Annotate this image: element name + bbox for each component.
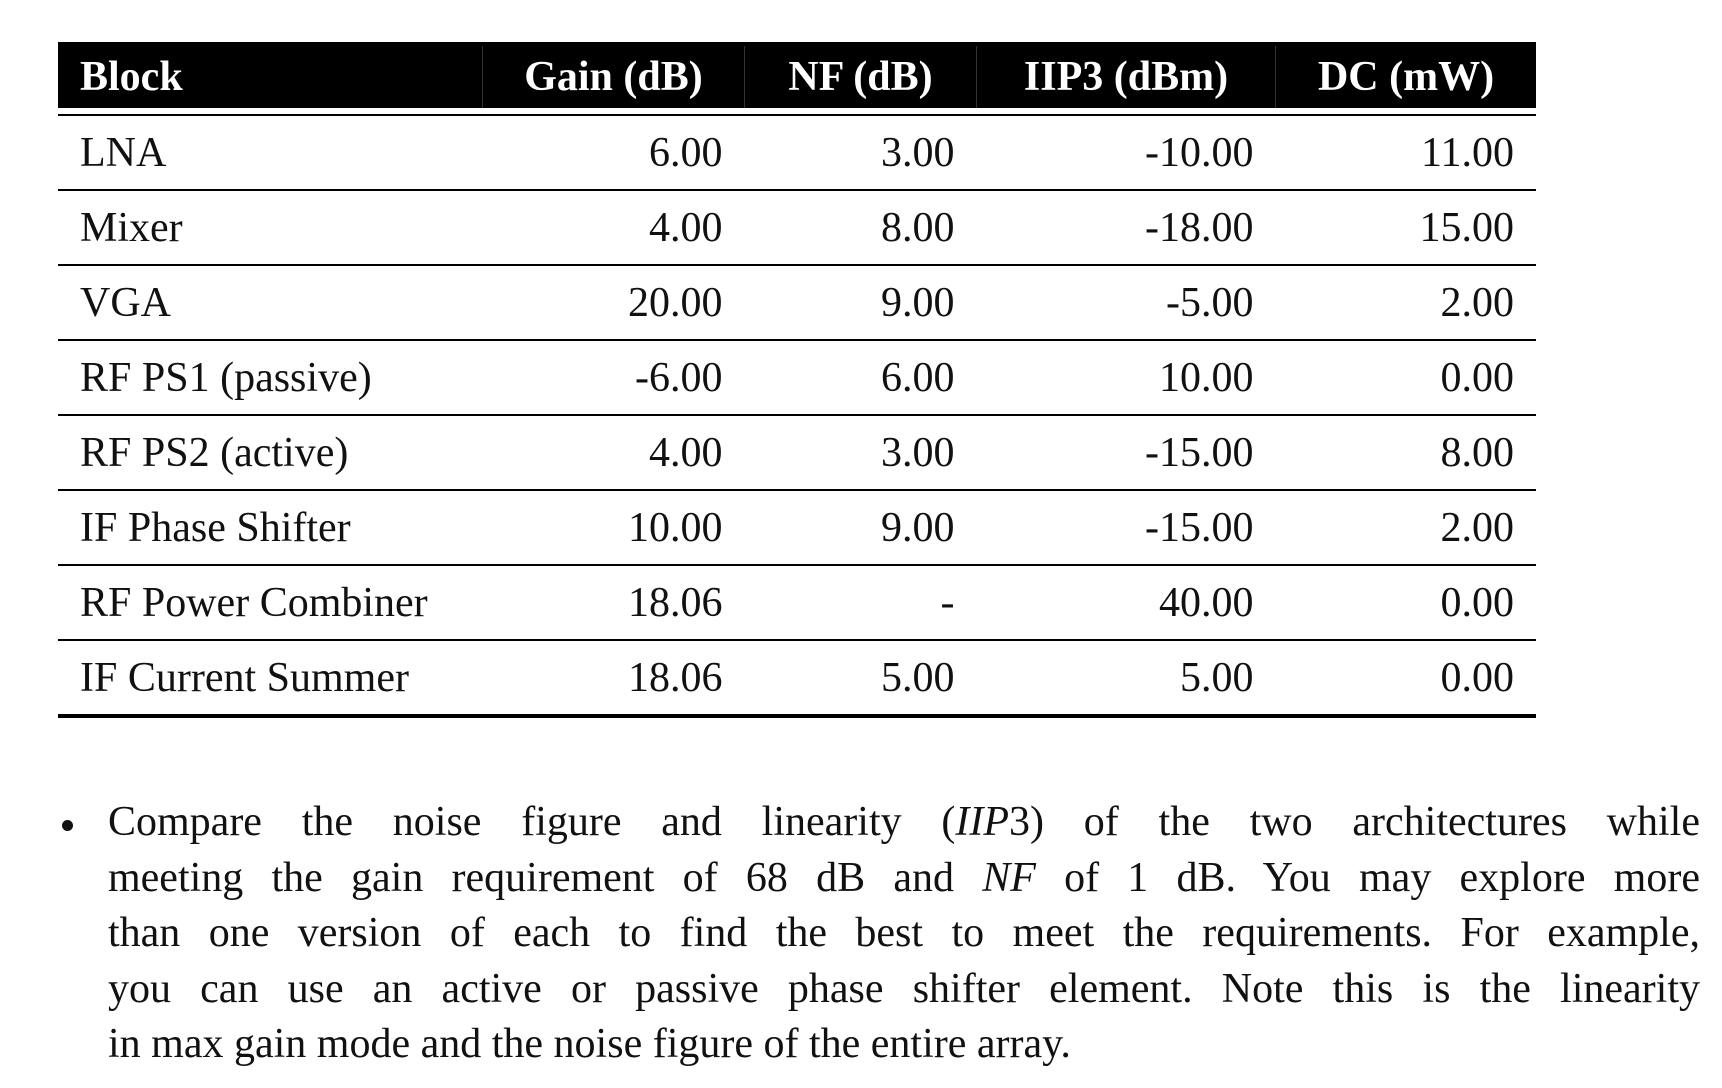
text-segment: in max gain mode and the noise figure of… [108, 1021, 1071, 1067]
value-cell: 8.00 [744, 189, 977, 265]
value-cell: -5.00 [976, 264, 1276, 340]
value-cell: 6.00 [744, 339, 977, 415]
value-cell: 0.00 [1275, 339, 1536, 415]
value-cell: 20.00 [482, 264, 745, 340]
value-cell: 4.00 [482, 189, 745, 265]
math-text: NF [982, 854, 1036, 901]
text-line: in max gain mode and the noise figure of… [108, 1017, 1700, 1073]
table-row: VGA 20.00 9.00 -5.00 2.00 [58, 264, 1536, 340]
header-cell: NF (dB) [744, 44, 977, 108]
spacer [58, 108, 1536, 115]
value-cell: -6.00 [482, 339, 745, 415]
value-cell: -18.00 [976, 189, 1276, 265]
value-cell: 8.00 [1275, 414, 1536, 490]
text-line: Compare the noise figure and linearity (… [108, 795, 1700, 851]
block-name: RF PS1 (passive) [58, 339, 483, 415]
text-line: you can use an active or passive phase s… [108, 962, 1700, 1018]
value-cell: 18.06 [482, 564, 745, 640]
value-cell: 6.00 [482, 114, 745, 190]
header-cell: IIP3 (dBm) [976, 44, 1276, 108]
header-cell: Gain (dB) [482, 44, 745, 108]
value-cell: -15.00 [976, 489, 1276, 565]
value-cell: 10.00 [482, 489, 745, 565]
text-segment: Compare the noise figure and linearity ( [108, 799, 956, 845]
value-cell: 5.00 [976, 639, 1276, 716]
table-body: LNA 6.00 3.00 -10.00 11.00 Mixer 4.00 8.00 -18.0… [58, 108, 1536, 716]
value-cell: 2.00 [1275, 489, 1536, 565]
text-segment: 3) of the two architectures while [1009, 799, 1700, 845]
value-cell: 18.06 [482, 639, 745, 716]
block-name: IF Current Summer [58, 639, 483, 716]
header-row: Block Gain (dB) NF (dB) IIP3 (dBm) DC (mW) [58, 44, 1536, 108]
value-cell: -15.00 [976, 414, 1276, 490]
header-cell: Block [58, 44, 483, 108]
text-segment: you can use an active or passive phase s… [108, 965, 1700, 1012]
text-line: than one version of each to find the bes… [108, 906, 1700, 962]
text-segment: meeting the gain requirement of 68 dB an… [108, 854, 983, 901]
bullet-dot [62, 820, 73, 831]
bullet-text: Compare the noise figure and linearity (… [108, 795, 1700, 1073]
value-cell: 15.00 [1275, 189, 1536, 265]
value-cell: 0.00 [1275, 564, 1536, 640]
table-row: RF Power Combiner 18.06-40.00 0.00 [58, 564, 1536, 640]
value-cell: 5.00 [744, 639, 977, 716]
table-row: RF PS2 (active) 4.00 3.00 -15.00 8.00 [58, 414, 1536, 490]
text-segment: than one version of each to find the bes… [108, 910, 1700, 956]
block-name: RF Power Combiner [58, 564, 483, 640]
table-row: RF PS1 (passive) -6.00 6.00 10.00 0.00 [58, 339, 1536, 415]
block-name: RF PS2 (active) [58, 414, 483, 490]
math-text: IIP [955, 799, 1010, 845]
table: Block Gain (dB) NF (dB) IIP3 (dBm) DC (mW) L… [58, 42, 1536, 718]
value-cell: 9.00 [744, 489, 977, 565]
value-cell: - [744, 564, 977, 640]
value-cell: 3.00 [744, 114, 977, 190]
table-row: IF Current Summer 18.06 5.00 5.00 0.00 [58, 639, 1536, 716]
value-cell: 40.00 [976, 564, 1276, 640]
value-cell: 4.00 [482, 414, 745, 490]
text-line: meeting the gain requirement of 68 dB an… [108, 851, 1700, 907]
value-cell: 11.00 [1275, 114, 1536, 190]
value-cell: 0.00 [1275, 639, 1536, 716]
block-name: VGA [58, 264, 483, 340]
table-row: IF Phase Shifter 10.00 9.00 -15.00 2.00 [58, 489, 1536, 565]
block-name: Mixer [58, 189, 483, 265]
block-name: IF Phase Shifter [58, 489, 483, 565]
text-segment: of 1 dB. You may explore more [1035, 854, 1700, 901]
value-cell: -10.00 [976, 114, 1276, 190]
header-cell: DC (mW) [1275, 44, 1536, 108]
spacer-cell [58, 108, 1536, 115]
block-name: LNA [58, 114, 483, 190]
value-cell: 2.00 [1275, 264, 1536, 340]
value-cell: 10.00 [976, 339, 1276, 415]
table-row: LNA 6.00 3.00 -10.00 11.00 [58, 114, 1536, 190]
value-cell: 3.00 [744, 414, 977, 490]
table-row: Mixer 4.00 8.00 -18.00 15.00 [58, 189, 1536, 265]
value-cell: 9.00 [744, 264, 977, 340]
